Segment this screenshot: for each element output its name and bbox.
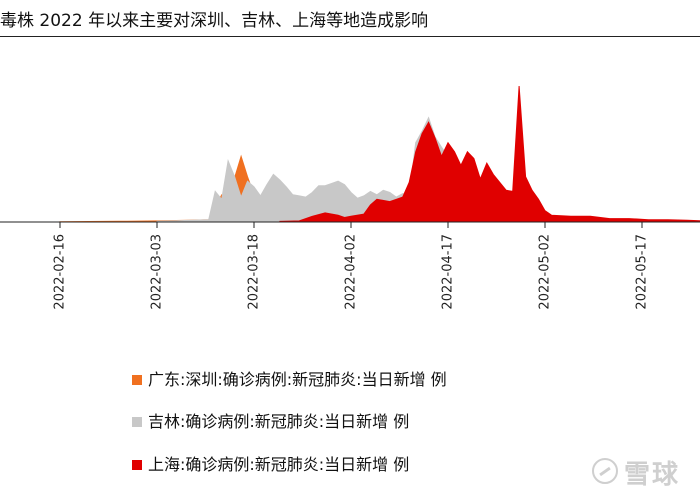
legend-swatch-shanghai xyxy=(132,460,142,470)
x-tick-label: 2022-02-16 xyxy=(53,234,68,310)
x-tick-label: 2022-05-02 xyxy=(538,234,553,310)
x-tick-label: 2022-03-03 xyxy=(150,234,165,310)
x-tick-label: 2022-04-02 xyxy=(344,234,359,310)
watermark-text: 雪球 xyxy=(624,460,681,490)
legend-label-jilin: 吉林:确诊病例:新冠肺炎:当日新增 例 xyxy=(148,412,410,431)
x-tick-label: 2022-03-18 xyxy=(247,234,262,310)
area-layer xyxy=(59,85,700,223)
xueqiu-watermark: 雪球 xyxy=(592,452,700,492)
x-tick-layer: 2022-02-16 2022-03-03 2022-03-18 2022-04-02… xyxy=(53,222,650,310)
chart-title: 毒株 2022 年以来主要对深圳、吉林、上海等地造成影响 xyxy=(0,11,429,31)
xueqiu-logo-icon xyxy=(592,458,618,484)
title-rule xyxy=(0,36,700,37)
x-tick-label: 2022-04-17 xyxy=(441,234,456,310)
legend-swatch-jilin xyxy=(132,417,142,427)
legend-label-shenzhen: 广东:深圳:确诊病例:新冠肺炎:当日新增 例 xyxy=(148,370,447,389)
x-tick-label: 2022-05-17 xyxy=(635,234,650,310)
area-series-shanghai xyxy=(279,85,700,223)
legend-label-shanghai: 上海:确诊病例:新冠肺炎:当日新增 例 xyxy=(148,455,410,474)
legend-swatch-shenzhen xyxy=(132,375,142,385)
